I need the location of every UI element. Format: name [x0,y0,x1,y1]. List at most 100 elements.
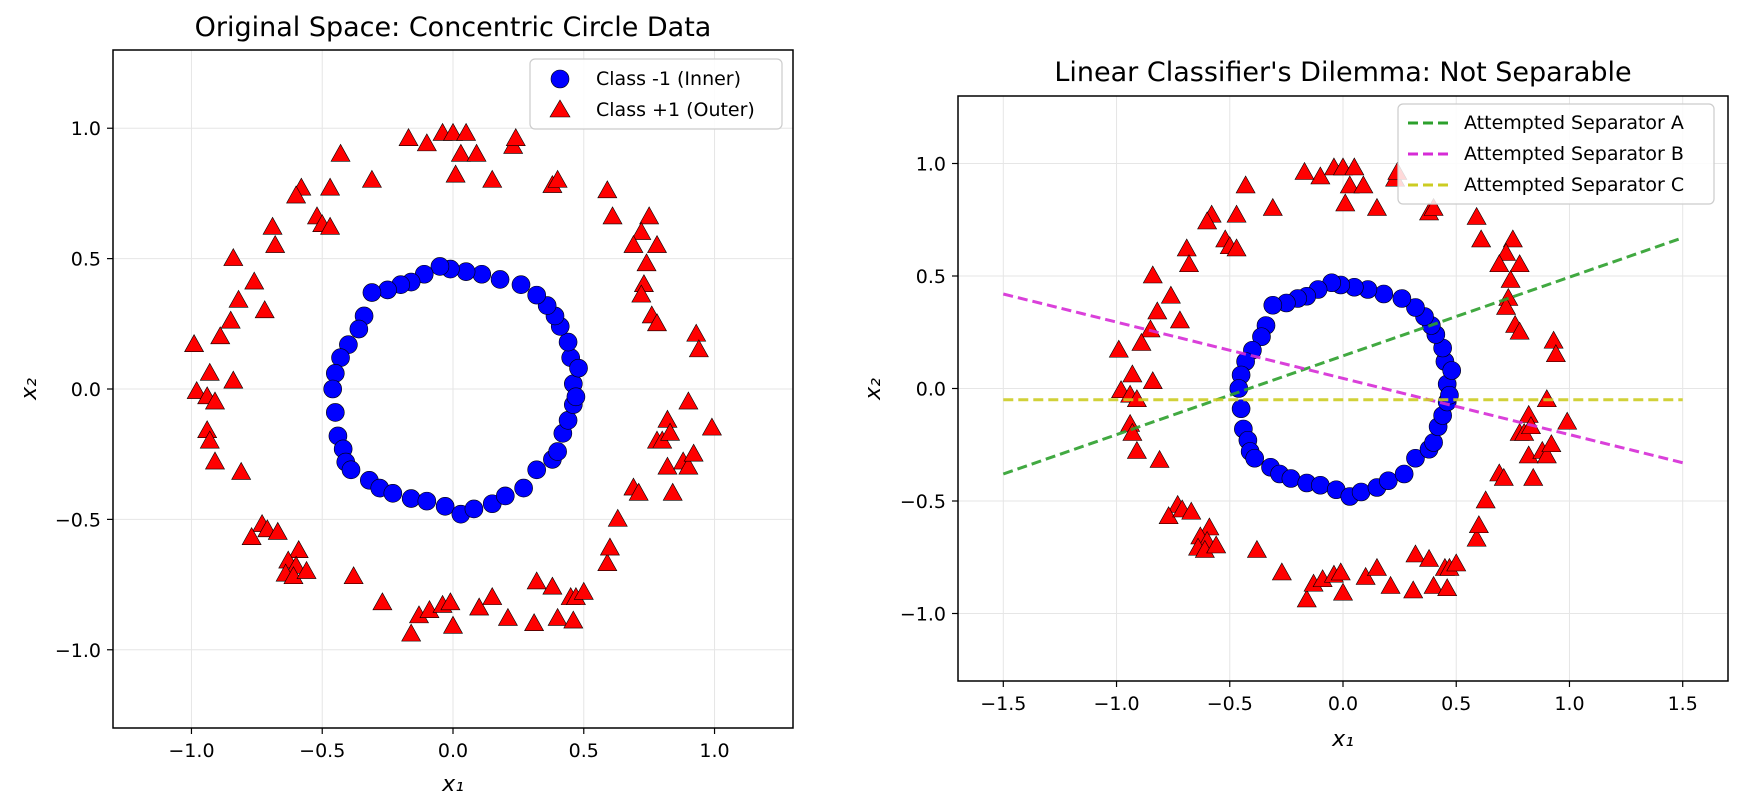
outer-point [1142,371,1163,390]
outer-point [1149,449,1170,468]
outer-point [1226,204,1247,223]
outer-point [542,576,563,595]
outer-point [244,271,265,290]
x-tick-label: 1.5 [1668,693,1698,715]
right-ticks: −1.5 −1.0 −0.5 0.0 0.5 1.0 1.5 −1.0 −0.5 0.0 0.5 1.… [900,154,1698,716]
outer-point [1246,539,1267,558]
outer-point [623,234,644,253]
outer-point [469,597,490,616]
outer-point [1468,515,1489,534]
inner-point [464,499,484,519]
outer-point [320,216,341,235]
inner-point [1263,295,1283,315]
outer-point [283,566,304,585]
outer-point [1197,211,1218,230]
outer-point [223,370,244,389]
outer-point [1545,344,1566,363]
inner-point [566,387,586,407]
outer-point [286,185,307,204]
outer-point [547,607,568,626]
outer-point [320,177,341,196]
inner-point [1406,298,1425,317]
outer-point [223,248,244,266]
outer-point [267,521,288,540]
outer-point [563,610,584,629]
outer-point [1500,269,1521,288]
outer-point [466,143,487,162]
outer-point [372,592,393,611]
outer-point [597,553,618,572]
right-legend: Attempted Separator A Attempted Separato… [1397,103,1715,205]
outer-point [262,216,283,235]
right-xlabel: x₁ [1331,727,1354,752]
outer-point [607,508,628,527]
left-ticks: −1.0 −0.5 0.0 0.5 1.0 −1.0 −0.5 0.0 0.5 1.0 [55,118,730,762]
x-tick-label: −1.5 [980,693,1026,715]
outer-point [1475,490,1496,509]
inner-point [1245,448,1264,468]
inner-point [490,270,510,289]
outer-point [1405,544,1426,563]
x-tick-label: 0.0 [438,740,468,762]
outer-point [1471,229,1492,248]
inner-point [558,332,578,352]
x-tick-label: −1.0 [1093,693,1139,715]
outer-point [210,326,231,345]
outer-point [639,206,660,225]
outer-point [631,221,652,240]
outer-point [254,300,275,319]
inner-point [323,379,342,399]
inner-point [472,264,492,284]
inner-point [569,358,588,378]
inner-point [1252,327,1271,347]
inner-point [456,262,476,281]
separator-line-b [1002,292,1684,465]
right-ylabel: x₂ [861,378,886,401]
outer-point [361,169,382,188]
outer-point [1496,296,1517,315]
outer-point [197,420,218,439]
outer-point [597,180,618,199]
inner-point [326,403,345,422]
outer-point [1310,166,1331,185]
right-separators [1002,236,1684,476]
outer-point [646,313,668,332]
outer-point [657,456,678,475]
outer-point [416,133,437,152]
outer-point [1419,548,1440,567]
legend-outer-label: Class +1 (Outer) [596,99,755,121]
outer-point [1380,575,1401,594]
outer-point [1523,467,1544,486]
left-xlabel: x₁ [441,772,464,797]
outer-point [1332,582,1354,601]
inner-point [331,348,350,368]
right-scatter [1108,157,1578,608]
outer-point [1176,238,1197,257]
inner-point [349,319,369,339]
inner-point [1406,448,1425,468]
outer-point [631,284,652,303]
outer-point [688,339,709,358]
inner-point [527,460,546,480]
outer-point [1131,332,1152,351]
outer-point [184,334,205,352]
outer-point [186,380,207,399]
outer-point [343,566,364,585]
outer-point [1271,562,1292,581]
outer-point [1353,175,1374,194]
inner-point [383,484,403,503]
y-tick-label: −0.5 [55,509,101,531]
y-tick-label: 0.5 [916,266,946,288]
outer-point [1142,265,1163,284]
outer-point [419,600,440,618]
outer-point [1122,422,1143,441]
outer-point [398,128,419,146]
outer-point [1509,254,1530,273]
inner-point [558,410,578,430]
inner-point [1392,289,1412,308]
outer-point [440,592,461,611]
left-plot: Original Space: Concentric Circle Data −… [17,12,794,797]
outer-point [1496,242,1517,261]
outer-point [599,537,620,556]
left-plot-title: Original Space: Concentric Circle Data [195,12,712,43]
